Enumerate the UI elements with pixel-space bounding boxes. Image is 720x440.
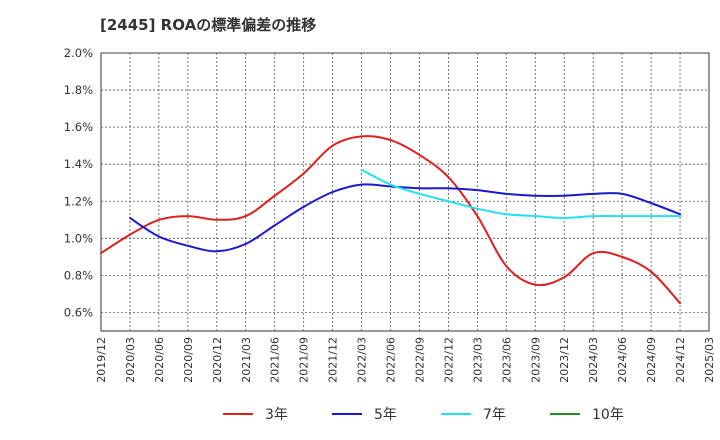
y-axis-ticks: 0.6% 0.8% 1.0% 1.2% 1.4% 1.6% 1.8% 2.0% bbox=[64, 46, 93, 319]
x-tick-label: 2024/03 bbox=[587, 337, 600, 383]
legend-label-1: 5年 bbox=[374, 407, 397, 423]
x-tick-label: 2021/09 bbox=[298, 337, 311, 383]
x-tick-label: 2021/12 bbox=[327, 337, 340, 383]
x-tick-label: 2021/03 bbox=[240, 337, 253, 383]
y-tick-label: 1.6% bbox=[64, 120, 93, 134]
x-axis-ticks: 2019/12 2020/03 2020/06 2020/09 2020/12 2021/… bbox=[95, 337, 716, 383]
legend-label-0: 3年 bbox=[265, 407, 288, 423]
x-tick-label: 2023/06 bbox=[500, 337, 513, 383]
x-tick-label: 2024/12 bbox=[674, 337, 687, 383]
x-tick-label: 2025/03 bbox=[703, 337, 716, 383]
legend: 3年 5年 7年 10年 bbox=[223, 407, 624, 423]
x-tick-label: 2019/12 bbox=[95, 337, 108, 383]
x-tick-label: 2024/09 bbox=[645, 337, 658, 383]
legend-label-2: 7年 bbox=[483, 407, 506, 423]
x-tick-label: 2020/03 bbox=[124, 337, 137, 383]
grid-lines bbox=[101, 52, 709, 331]
series-lines bbox=[100, 135, 682, 305]
y-tick-label: 1.2% bbox=[64, 194, 93, 208]
x-tick-label: 2020/12 bbox=[211, 337, 224, 383]
x-tick-label: 2024/06 bbox=[616, 337, 629, 383]
x-tick-label: 2023/09 bbox=[529, 337, 542, 383]
series-line-0 bbox=[100, 135, 682, 305]
y-tick-label: 1.0% bbox=[64, 231, 93, 245]
y-tick-label: 1.4% bbox=[64, 157, 93, 171]
plot-area bbox=[100, 52, 710, 332]
x-tick-label: 2022/12 bbox=[442, 337, 455, 383]
chart-title: [2445] ROAの標準偏差の推移 bbox=[100, 16, 317, 34]
y-tick-label: 1.8% bbox=[64, 83, 93, 97]
x-tick-label: 2023/12 bbox=[558, 337, 571, 383]
series-line-1 bbox=[128, 183, 682, 253]
y-tick-label: 0.6% bbox=[64, 305, 93, 319]
x-tick-label: 2022/03 bbox=[356, 337, 369, 383]
x-tick-label: 2023/03 bbox=[471, 337, 484, 383]
x-tick-label: 2022/09 bbox=[413, 337, 426, 383]
x-tick-label: 2021/06 bbox=[269, 337, 282, 383]
series-line-2 bbox=[360, 168, 682, 219]
legend-label-3: 10年 bbox=[592, 407, 624, 423]
x-tick-label: 2020/06 bbox=[153, 337, 166, 383]
x-tick-label: 2020/09 bbox=[182, 337, 195, 383]
y-tick-label: 2.0% bbox=[64, 46, 93, 60]
y-tick-label: 0.8% bbox=[64, 268, 93, 282]
x-tick-label: 2022/06 bbox=[385, 337, 398, 383]
